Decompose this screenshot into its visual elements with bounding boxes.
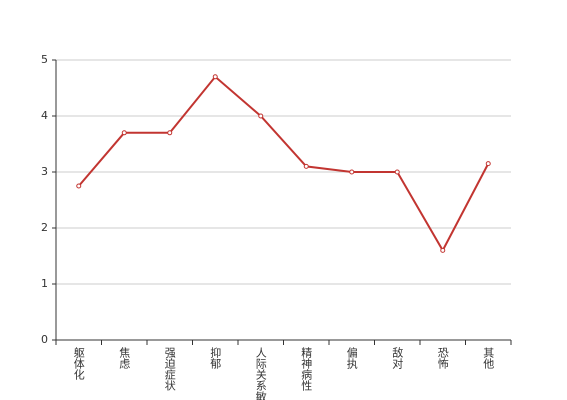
y-tick-label: 3: [41, 165, 48, 178]
point: [303, 163, 309, 169]
x-tick-label: 焦虑: [118, 347, 131, 369]
x-tick-label: 抑郁: [209, 346, 222, 369]
y-tick-label: 0: [41, 333, 48, 346]
x-tick-label: 偏执: [345, 346, 358, 370]
x-tick-label: 强迫症状: [163, 347, 176, 391]
x-tick-label: 躯体化: [72, 347, 85, 381]
line: [77, 75, 490, 253]
y-tick-label: 1: [41, 277, 48, 290]
point: [485, 161, 491, 167]
x-tick-label: 恐怖: [436, 347, 449, 369]
point: [212, 74, 218, 80]
point: [394, 169, 400, 175]
point: [258, 113, 264, 119]
point: [76, 183, 82, 189]
point: [121, 130, 127, 136]
y-tick-label: 2: [41, 221, 48, 234]
y-tick-label: 5: [41, 53, 48, 66]
x-tick-label: 精神病性: [300, 347, 313, 392]
x-tick-label: 其他: [482, 347, 495, 369]
point: [349, 169, 355, 175]
point: [440, 247, 446, 253]
x-tick-label: 敌对: [391, 346, 404, 369]
point: [167, 130, 173, 136]
y-tick-label: 4: [41, 109, 48, 122]
x-tick-label: 人际关系敏感: [254, 347, 267, 400]
